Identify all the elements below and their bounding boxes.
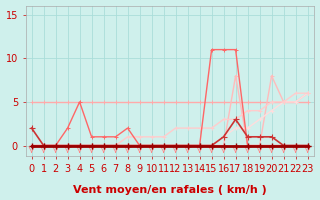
X-axis label: Vent moyen/en rafales ( km/h ): Vent moyen/en rafales ( km/h ) (73, 185, 267, 195)
